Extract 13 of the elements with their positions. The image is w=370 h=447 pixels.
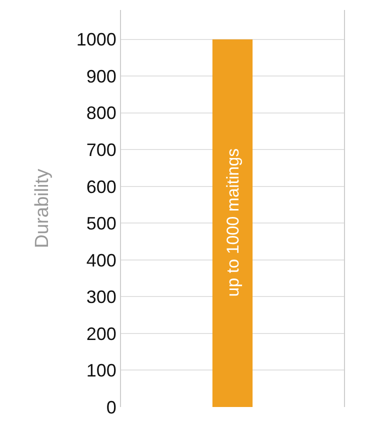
y-tick-label: 500: [86, 214, 116, 234]
y-tick-label: 300: [86, 287, 116, 308]
y-axis-title: Durability: [32, 168, 54, 248]
y-tick-label: 900: [86, 66, 116, 86]
y-tick-label: 800: [86, 103, 116, 124]
y-tick-label: 1000: [76, 30, 116, 50]
annotation: up to 1000 maitings: [223, 148, 242, 297]
y-tick-label: 400: [86, 250, 116, 270]
y-tick-label: 100: [86, 360, 116, 381]
y-tick-label: 600: [86, 176, 116, 197]
y-tick-label: 700: [86, 140, 116, 160]
y-tick-label: 200: [86, 324, 116, 344]
y-tick-label: 0: [106, 397, 116, 418]
